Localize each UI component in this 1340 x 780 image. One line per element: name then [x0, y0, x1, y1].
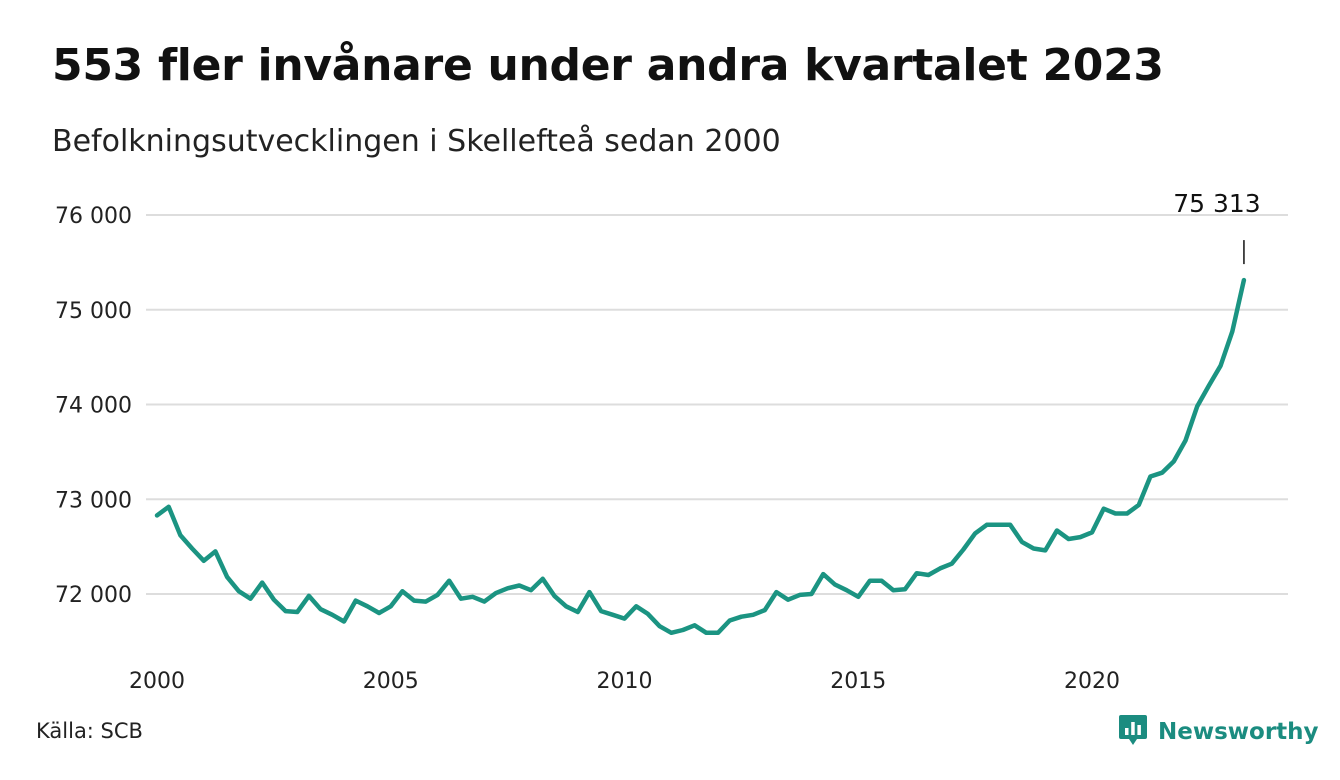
y-tick-label: 74 000 [55, 394, 132, 419]
x-tick-label: 2015 [830, 669, 886, 694]
annotation-layer: 75 313 [1173, 189, 1261, 265]
y-tick-label: 75 000 [55, 299, 132, 324]
series-line [154, 277, 1247, 636]
gridlines [146, 214, 1288, 595]
y-tick-label: 73 000 [55, 488, 132, 513]
y-tick-label: 72 000 [55, 583, 132, 608]
source-note: Källa: SCB [36, 719, 143, 743]
y-axis-ticks: 72 000 73 000 74 000 75 000 76 000 [55, 204, 132, 608]
chart-subtitle: Befolkningsutvecklingen i Skellefteå sed… [52, 124, 781, 159]
brand-name: Newsworthy [1158, 719, 1319, 745]
x-tick-label: 2005 [363, 669, 419, 694]
y-tick-label: 76 000 [55, 204, 132, 229]
x-tick-label: 2010 [597, 669, 653, 694]
x-axis-ticks: 2000 2005 2010 2015 2020 [129, 669, 1120, 694]
brand[interactable]: Newsworthy [1118, 713, 1319, 751]
x-tick-label: 2000 [129, 669, 185, 694]
chart-title: 553 fler invånare under andra kvartalet … [52, 40, 1164, 91]
annotation-label: 75 313 [1173, 189, 1260, 218]
x-tick-label: 2020 [1064, 669, 1120, 694]
series-layer [154, 277, 1247, 636]
newsworthy-logo-icon [1118, 713, 1148, 751]
